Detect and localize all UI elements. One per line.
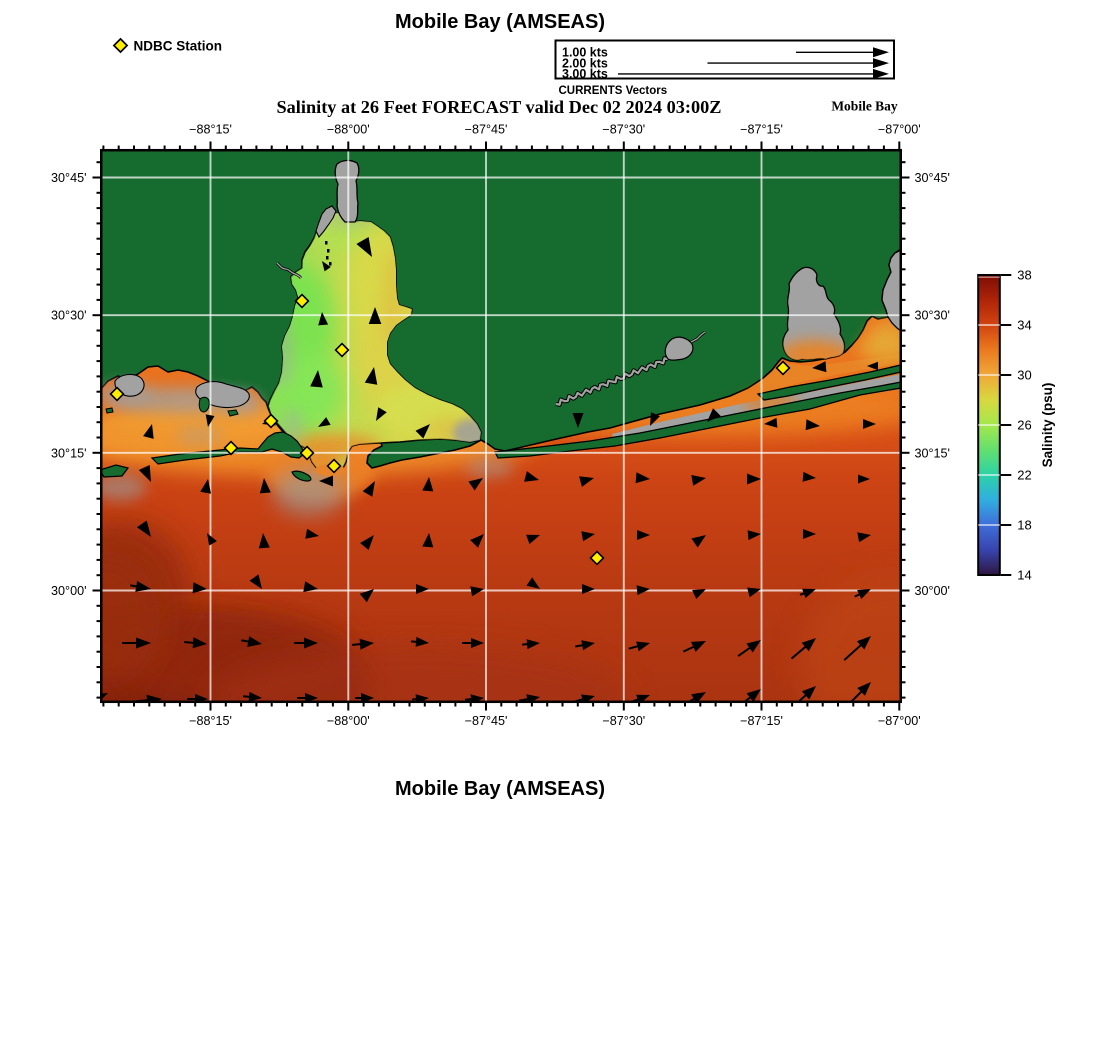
svg-text:30°15': 30°15' xyxy=(915,446,950,460)
svg-text:Salinity (psu): Salinity (psu) xyxy=(1040,383,1055,468)
svg-text:26: 26 xyxy=(1017,418,1031,433)
svg-text:−87°15': −87°15' xyxy=(740,123,783,137)
svg-text:38: 38 xyxy=(1017,268,1031,283)
svg-text:22: 22 xyxy=(1017,468,1031,483)
svg-text:−87°15': −87°15' xyxy=(740,714,783,728)
svg-text:30°45': 30°45' xyxy=(915,171,950,185)
svg-text:30°00': 30°00' xyxy=(915,584,950,598)
svg-text:−88°15': −88°15' xyxy=(189,714,232,728)
svg-text:30°30': 30°30' xyxy=(915,309,950,323)
svg-text:−87°00': −87°00' xyxy=(878,714,921,728)
svg-text:3.00 kts: 3.00 kts xyxy=(562,67,608,81)
svg-text:34: 34 xyxy=(1017,318,1031,333)
svg-text:30°30': 30°30' xyxy=(51,309,86,323)
svg-text:14: 14 xyxy=(1017,568,1031,583)
svg-text:−88°00': −88°00' xyxy=(327,714,370,728)
svg-text:CURRENTS Vectors: CURRENTS Vectors xyxy=(559,85,668,97)
svg-text:30°00': 30°00' xyxy=(51,584,86,598)
svg-text:−87°30': −87°30' xyxy=(602,714,645,728)
svg-text:30°45': 30°45' xyxy=(51,171,86,185)
svg-text:−87°45': −87°45' xyxy=(465,714,508,728)
svg-text:−87°45': −87°45' xyxy=(465,123,508,137)
svg-text:1.00 kts: 1.00 kts xyxy=(562,46,608,60)
svg-text:−88°00': −88°00' xyxy=(327,123,370,137)
svg-text:NDBC Station: NDBC Station xyxy=(134,39,223,54)
svg-text:30°15': 30°15' xyxy=(51,446,86,460)
svg-text:Mobile Bay: Mobile Bay xyxy=(831,99,898,114)
svg-text:Mobile Bay (AMSEAS): Mobile Bay (AMSEAS) xyxy=(395,778,605,800)
svg-text:−88°15': −88°15' xyxy=(189,123,232,137)
svg-text:18: 18 xyxy=(1017,518,1031,533)
svg-text:30: 30 xyxy=(1017,368,1031,383)
svg-text:Mobile Bay (AMSEAS): Mobile Bay (AMSEAS) xyxy=(395,11,605,33)
svg-text:−87°00': −87°00' xyxy=(878,123,921,137)
svg-text:2.00 kts: 2.00 kts xyxy=(562,56,608,70)
svg-text:Salinity at 26 Feet FORECAST v: Salinity at 26 Feet FORECAST valid Dec 0… xyxy=(276,97,721,117)
svg-text:−87°30': −87°30' xyxy=(602,123,645,137)
